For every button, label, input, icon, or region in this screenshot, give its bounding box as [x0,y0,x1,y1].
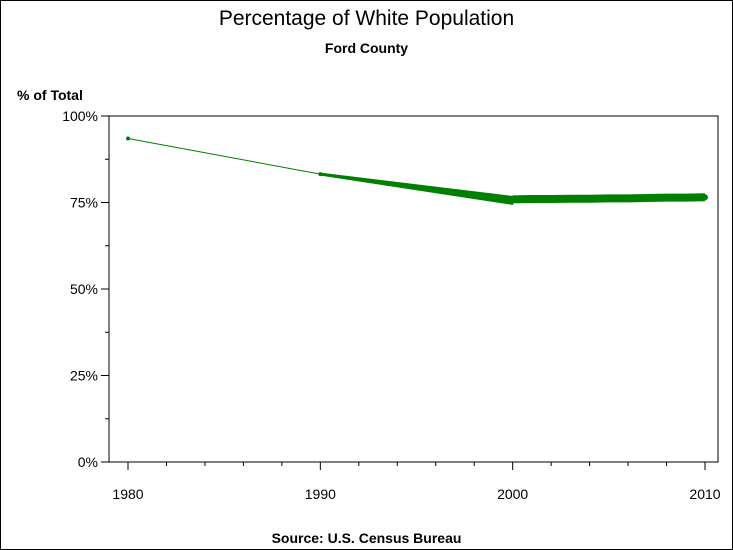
x-axis: 1980 1990 2000 2010 [112,462,721,502]
y-tick-label: 100% [62,108,98,124]
x-tick-label: 1990 [305,486,336,502]
data-point [663,194,670,201]
y-tick-label: 0% [78,454,98,470]
series-line-segment [127,137,321,175]
y-tick-label: 25% [70,368,98,384]
data-point [625,195,632,202]
series-band-segment [319,172,514,205]
data-point [509,196,516,203]
plot-area [108,115,719,463]
chart-title: Percentage of White Population [218,7,515,30]
data-point [567,195,574,202]
data-point [702,194,708,201]
data-point [126,136,130,141]
x-tick-label: 2000 [497,486,528,502]
data-point [586,195,593,202]
data-point [682,194,689,201]
data-point [548,196,555,203]
source-footnote: Source: U.S. Census Bureau [271,530,462,546]
y-tick-label: 50% [70,281,98,297]
chart-subtitle: Ford County [324,40,409,56]
y-axis: 0% 25% 50% 75% 100% [62,108,109,470]
data-point [605,195,612,202]
data-point [644,195,651,202]
x-tick-label: 1980 [112,486,143,502]
x-tick-label: 2010 [689,486,720,502]
y-tick-label: 75% [70,195,98,211]
data-point [528,196,535,203]
series-layer [126,136,708,205]
data-point [318,172,323,177]
y-axis-label: % of Total [17,87,83,103]
